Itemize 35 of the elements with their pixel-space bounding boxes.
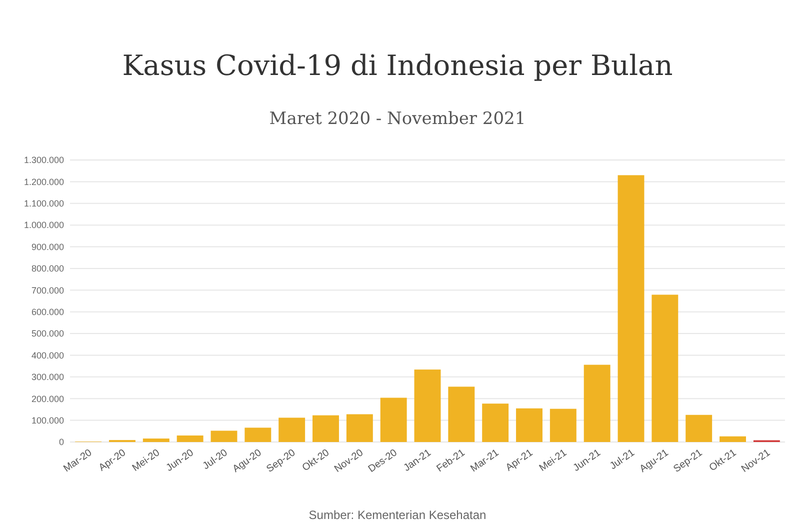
y-tick-label: 800.000 (31, 264, 64, 274)
y-tick-label: 1.100.000 (24, 198, 64, 209)
bar (618, 175, 644, 442)
bar (584, 364, 610, 442)
y-tick-label: 100.000 (31, 415, 64, 426)
bar (686, 414, 712, 442)
bar (312, 415, 339, 442)
bar (550, 408, 576, 442)
y-tick-label: 500.000 (31, 328, 64, 339)
y-tick-label: 0 (58, 437, 64, 448)
bar (516, 408, 542, 442)
y-tick-label: 600.000 (31, 306, 64, 317)
text: Sumber: Kementerian Kesehatan (308, 508, 486, 522)
y-tick-label: 400.000 (31, 350, 64, 360)
y-tick-label: 900.000 (31, 242, 64, 252)
y-tick-label: 1.200.000 (24, 176, 64, 187)
bar (448, 386, 475, 442)
y-tick-label: 1.300.000 (24, 155, 64, 166)
bar (380, 398, 407, 442)
bar (210, 430, 238, 442)
bar (176, 435, 204, 442)
chart-title: Kasus Covid-19 di Indonesia per Bulan (122, 49, 673, 82)
bar (244, 428, 272, 442)
bar (652, 294, 678, 442)
y-tick-label: 1.000.000 (24, 220, 64, 230)
bar (278, 418, 306, 442)
bar (720, 436, 746, 442)
y-tick-label: 700.000 (31, 285, 64, 296)
y-tick-label: 300.000 (31, 372, 64, 382)
y-tick-label: 200.000 (31, 394, 64, 404)
bar (414, 370, 441, 442)
chart-subtitle: Maret 2020 - November 2021 (269, 109, 526, 129)
bar (346, 414, 373, 442)
bar (142, 438, 170, 442)
bar (482, 404, 509, 442)
